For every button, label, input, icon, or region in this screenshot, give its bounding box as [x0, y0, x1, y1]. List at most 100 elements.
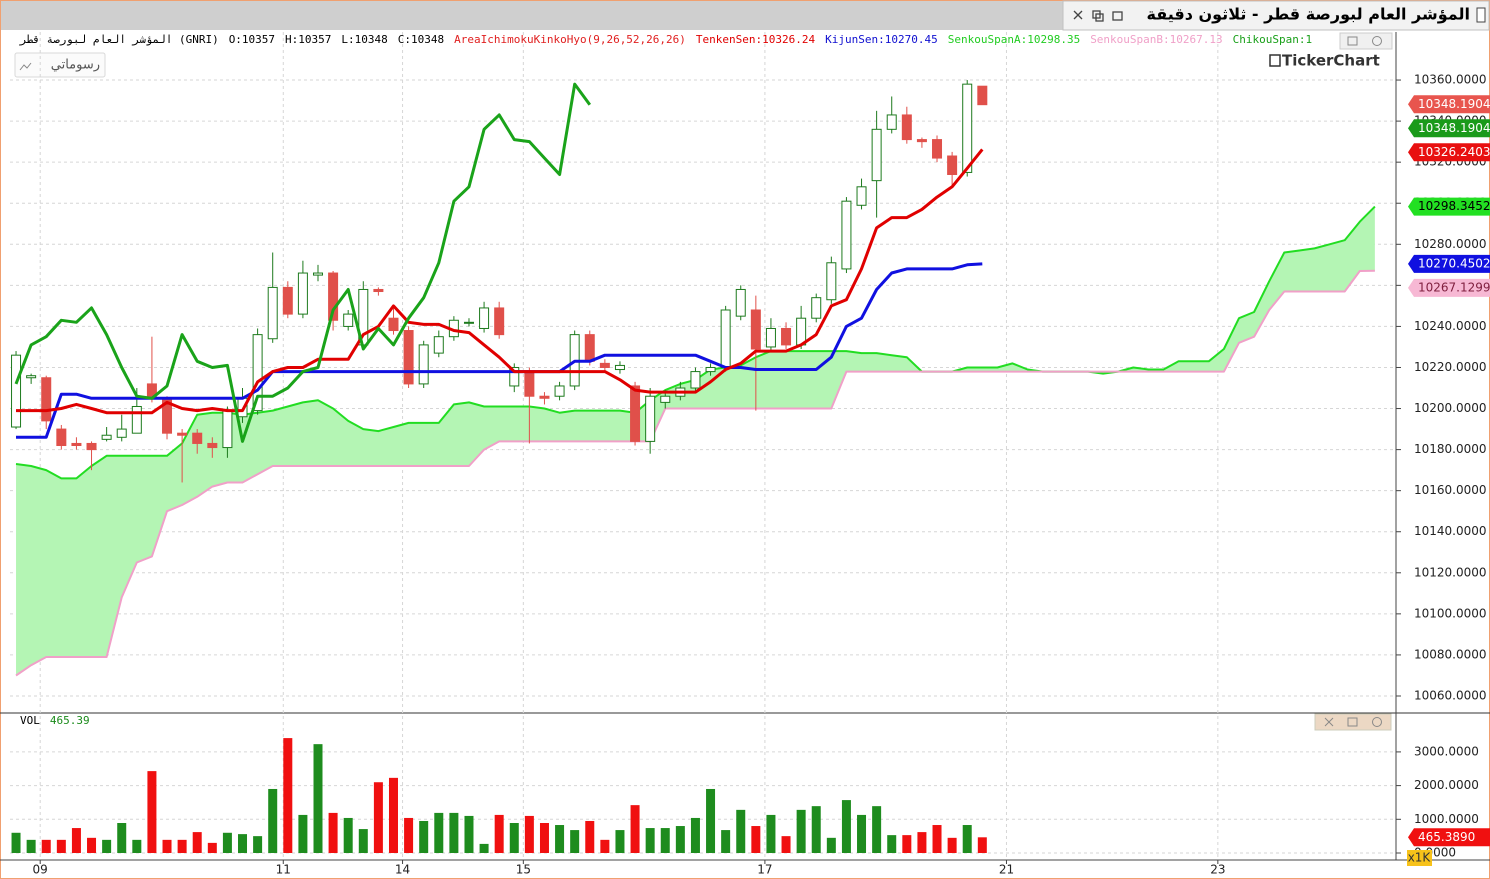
volume-bar — [11, 832, 21, 853]
candle-body — [901, 114, 912, 141]
volume-bar — [675, 826, 685, 853]
volume-bar — [706, 788, 716, 853]
volume-bar — [600, 839, 610, 853]
volume-bar — [539, 823, 549, 853]
y-tick-label: 10140.0000 — [1414, 524, 1487, 538]
candle-body — [932, 139, 943, 159]
copy-icon[interactable] — [1095, 13, 1104, 22]
y-tick-label: 10360.0000 — [1414, 73, 1487, 87]
candle-body — [267, 286, 278, 340]
candle-body — [554, 385, 565, 397]
checkbox[interactable] — [1476, 7, 1486, 23]
settings-icon[interactable] — [1372, 717, 1382, 727]
candle-body — [750, 309, 761, 350]
indicator-line — [16, 262, 983, 439]
y-tick-label: 10080.0000 — [1414, 647, 1487, 661]
price-tag-label: 10326.2403 — [1418, 145, 1490, 159]
volume-bar — [841, 800, 851, 853]
price-tag-label: 10348.1904 — [1418, 121, 1490, 135]
volume-bar — [298, 814, 308, 853]
y-tick-label: 10100.0000 — [1414, 606, 1487, 620]
candle-body — [796, 317, 807, 346]
window-icons[interactable] — [1073, 10, 1123, 22]
volume-bar — [766, 814, 776, 853]
x-tick-label: 17 — [757, 863, 772, 877]
header-item: SenkouSpanB:10267.13 — [1090, 33, 1222, 46]
panel-buttons[interactable] — [1314, 32, 1393, 731]
volume-bar — [721, 830, 731, 853]
title-panel — [1062, 0, 1490, 31]
maximize-icon[interactable] — [1347, 717, 1358, 727]
y-tick-label: 10120.0000 — [1414, 565, 1487, 579]
restore-icon[interactable] — [1112, 11, 1123, 21]
candle-body — [856, 186, 867, 206]
volume-bar — [962, 825, 972, 853]
candle-body — [841, 200, 852, 270]
candle-body — [222, 410, 233, 449]
candle-body — [131, 405, 142, 434]
close-icon[interactable] — [1073, 10, 1083, 20]
volume-bar — [872, 806, 882, 853]
candle-body — [781, 327, 792, 346]
volume-bar — [87, 837, 97, 853]
volume-bar — [751, 826, 761, 853]
maximize-icon[interactable] — [1347, 36, 1358, 46]
y-tick-label: 10220.0000 — [1414, 360, 1487, 374]
panel-button-box[interactable] — [1314, 713, 1392, 731]
volume-bar — [41, 839, 51, 853]
candle-body — [328, 272, 339, 321]
header-item: VOL — [20, 714, 40, 727]
candle-body — [177, 432, 188, 436]
x-tick-label: 14 — [395, 863, 410, 877]
drawings-label[interactable]: رسوماتي — [51, 58, 100, 73]
candle-body — [343, 313, 354, 327]
volume-bar — [917, 832, 927, 853]
candle-body — [690, 371, 701, 389]
volume-bar — [555, 825, 565, 853]
price-tag-label: 10298.3452 — [1418, 199, 1490, 213]
title-bar — [1, 1, 1063, 30]
y-tick-label: 10180.0000 — [1414, 442, 1487, 456]
candle-body — [71, 442, 82, 447]
x-tick-label: 09 — [33, 863, 48, 877]
volume-bar — [162, 839, 172, 853]
price-tag — [1408, 143, 1490, 162]
volume-bar — [479, 843, 489, 853]
settings-icon[interactable] — [1372, 36, 1382, 46]
candle-body — [947, 155, 958, 175]
volume-bar — [419, 820, 429, 853]
price-tag-label: 465.3890 — [1418, 830, 1475, 844]
volume-bar — [826, 837, 836, 853]
header-item: C:10348 — [398, 33, 444, 46]
window-title: المؤشر العام لبورصة قطر - ثلاثون دقيقة — [1146, 5, 1470, 24]
candle-body — [735, 288, 746, 317]
price-tags: 10348.1904 10348.1904 10326.2403 10298.3452… — [1407, 95, 1490, 866]
volume-bar — [524, 815, 534, 853]
candle-body — [433, 336, 444, 354]
candle-body — [463, 321, 474, 324]
x-tick-label: 11 — [276, 863, 291, 877]
x-tick-label: 23 — [1210, 863, 1225, 877]
volume-bar — [222, 832, 232, 853]
volume-bar — [343, 817, 353, 853]
y-tick-label: 10160.0000 — [1414, 483, 1487, 497]
drawings-button[interactable] — [14, 52, 106, 78]
header-item: SenkouSpanA:10298.35 — [948, 33, 1080, 46]
price-tag — [1408, 254, 1490, 273]
headers: المؤشر العام لبورصة قطر (GNRI) O:10357 H:1… — [19, 33, 1312, 727]
volume-bar — [464, 815, 474, 853]
logo: TickerChart — [1282, 52, 1380, 70]
price-tag — [1408, 95, 1490, 114]
header-item: KijunSen:10270.45 — [825, 33, 938, 46]
candle-body — [116, 428, 127, 438]
volume-bar — [887, 835, 897, 853]
volume-bar — [207, 842, 217, 853]
volume-bar — [811, 806, 821, 853]
price-tag-label: 10267.1299 — [1418, 280, 1490, 294]
volume-bar — [449, 812, 459, 853]
candle-body — [916, 139, 927, 143]
volume-bar — [117, 823, 127, 853]
close-icon[interactable] — [1324, 717, 1334, 727]
